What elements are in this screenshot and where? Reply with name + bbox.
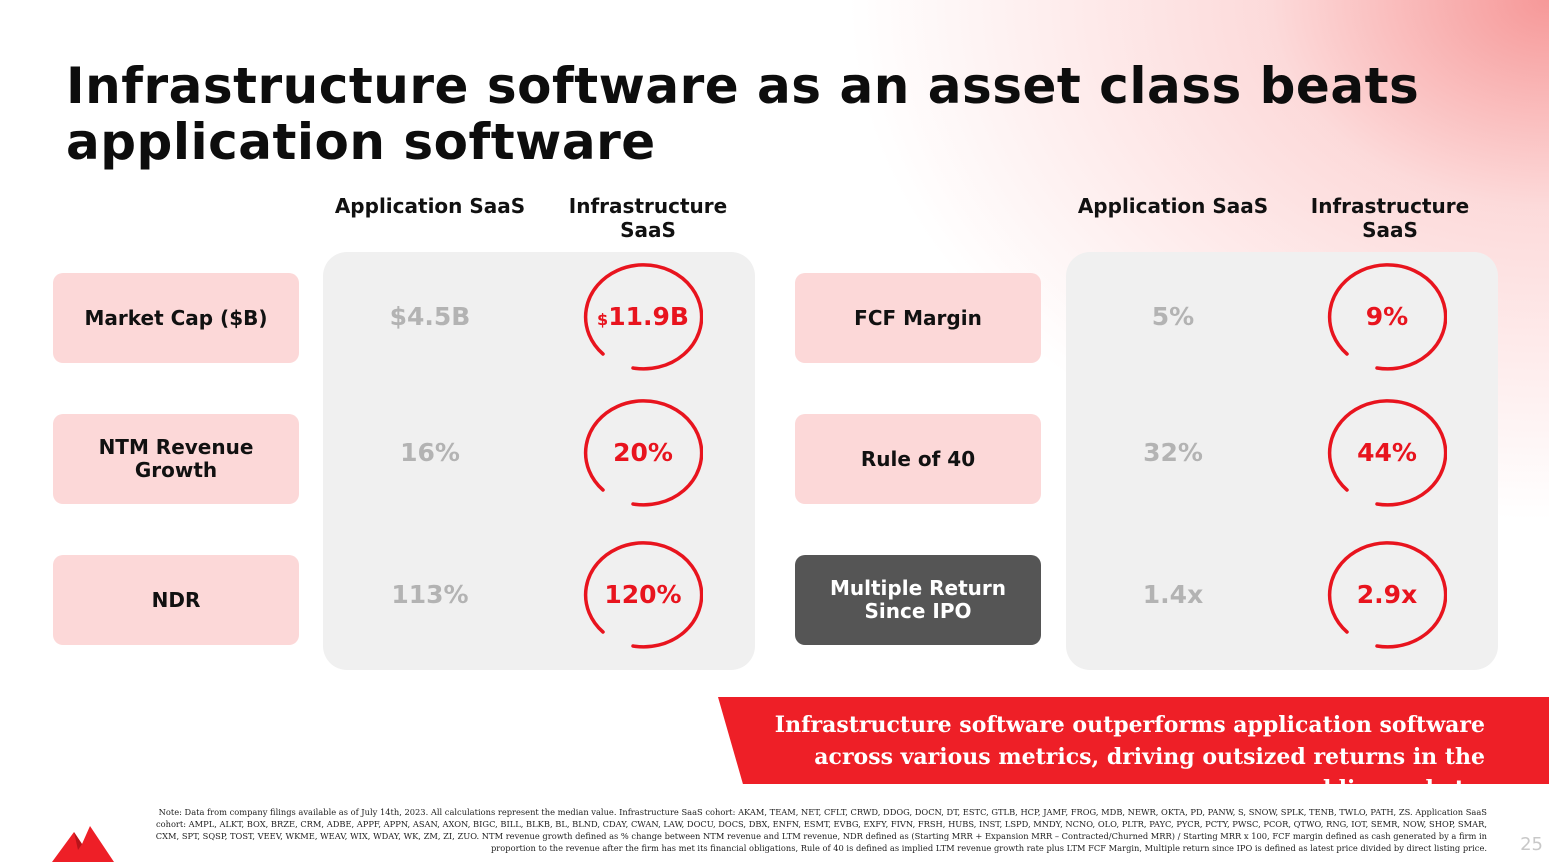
metric-label-rule-of-40: Rule of 40 (795, 414, 1041, 504)
header-application-saas-right: Application SaaS (1077, 194, 1269, 218)
metric-label-ndr: NDR (53, 555, 299, 645)
page-number: 25 (1520, 834, 1543, 855)
highlight-circle-fcf-margin: 9% (1327, 262, 1447, 372)
right-values-panel (1066, 252, 1498, 670)
infra-value-ntm-revenue-growth: 20% (613, 438, 673, 467)
circle-stroke-icon (583, 541, 703, 649)
app-value-fcf-margin: 5% (1151, 302, 1195, 331)
infra-value-multiple-return: 2.9x (1356, 580, 1418, 609)
highlight-circle-ndr: 120% (583, 540, 703, 650)
app-value-rule-of-40: 32% (1143, 438, 1203, 467)
slide-title: Infrastructure software as an asset clas… (66, 57, 1420, 171)
circle-stroke-icon (583, 399, 703, 507)
circle-stroke-icon (1327, 541, 1447, 649)
app-value-ndr: 113% (391, 580, 469, 609)
infra-value-rule-of-40: 44% (1357, 438, 1417, 467)
metric-label-multiple-return-since-ipo: Multiple Return Since IPO (795, 555, 1041, 645)
circle-stroke-icon (1327, 399, 1447, 507)
metric-label-market-cap: Market Cap ($B) (53, 273, 299, 363)
infra-value-fcf-margin: 9% (1365, 302, 1409, 331)
header-application-saas-left: Application SaaS (334, 194, 526, 218)
header-infrastructure-saas-right: Infrastructure SaaS (1310, 194, 1470, 242)
highlight-circle-rule-of-40: 44% (1327, 398, 1447, 508)
takeaway-text: Infrastructure software outperforms appl… (774, 712, 1485, 802)
circle-stroke-icon (1327, 263, 1447, 371)
highlight-circle-multiple-return: 2.9x (1327, 540, 1447, 650)
footnote: Note: Data from company filings availabl… (155, 807, 1487, 853)
highlight-circle-ntm-revenue-growth: 20% (583, 398, 703, 508)
app-value-ntm-revenue-growth: 16% (400, 438, 460, 467)
infra-value-ndr: 120% (604, 580, 682, 609)
circle-stroke-icon (583, 263, 703, 371)
highlight-circle-market-cap: $11.9B (583, 262, 703, 372)
metric-label-ntm-revenue-growth: NTM Revenue Growth (53, 414, 299, 504)
metric-label-fcf-margin: FCF Margin (795, 273, 1041, 363)
infra-value-market-cap: $11.9B (597, 302, 689, 331)
app-value-multiple-return: 1.4x (1142, 580, 1204, 609)
header-infrastructure-saas-left: Infrastructure SaaS (568, 194, 728, 242)
left-values-panel (323, 252, 755, 670)
brand-logo-icon (52, 826, 114, 862)
takeaway-banner: Infrastructure software outperforms appl… (718, 697, 1549, 784)
app-value-market-cap: $4.5B (389, 302, 471, 331)
